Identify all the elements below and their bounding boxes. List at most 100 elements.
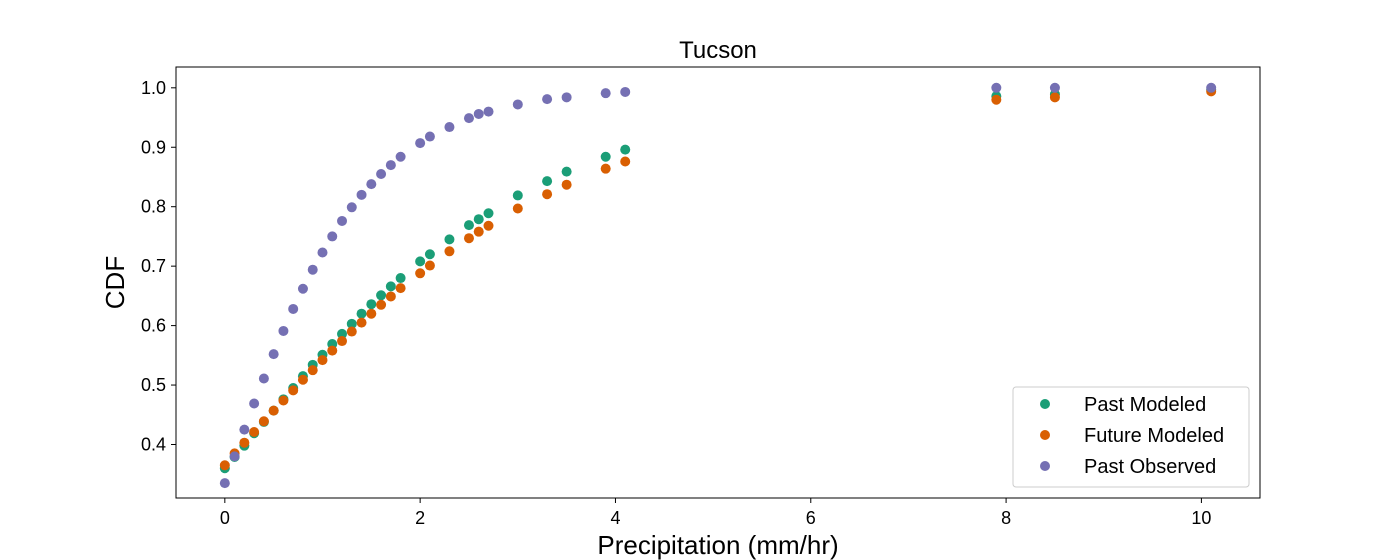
data-point (346, 326, 357, 337)
x-tick-label: 8 (1001, 508, 1011, 528)
data-point (288, 303, 299, 314)
data-point (561, 92, 572, 103)
data-point (463, 220, 474, 231)
x-tick-label: 4 (610, 508, 620, 528)
data-point (483, 106, 494, 117)
data-point (395, 151, 406, 162)
data-point (483, 220, 494, 231)
plot-frame (175, 66, 1261, 499)
legend-marker (1040, 430, 1050, 440)
data-point (620, 156, 631, 167)
data-point (317, 355, 328, 366)
legend-entries: Past Modeled Future Modeled Past Observed (1040, 394, 1224, 478)
data-point (991, 82, 1002, 93)
data-point (307, 365, 318, 376)
data-point (473, 226, 484, 237)
data-point (991, 94, 1002, 105)
points-layer (219, 82, 1217, 489)
data-point (376, 299, 387, 310)
data-point (258, 373, 269, 384)
y-tick-label: 0.6 (141, 316, 166, 336)
data-point (463, 113, 474, 124)
x-tick-label: 10 (1191, 508, 1211, 528)
y-tick-label: 0.5 (141, 375, 166, 395)
y-tick-label: 0.9 (141, 137, 166, 157)
y-axis-label: CDF (100, 256, 130, 309)
series-future-modeled (219, 86, 1217, 471)
data-point (483, 208, 494, 219)
x-tick-label: 6 (806, 508, 816, 528)
x-tick-label: 2 (415, 508, 425, 528)
data-point (444, 122, 455, 133)
data-point (229, 451, 240, 462)
legend-label: Future Modeled (1084, 425, 1224, 447)
data-point (512, 99, 523, 110)
data-point (297, 283, 308, 294)
data-point (356, 189, 367, 200)
data-point (512, 203, 523, 214)
legend-box (1012, 386, 1250, 488)
data-point (620, 144, 631, 155)
data-point (366, 308, 377, 319)
data-point (239, 437, 250, 448)
legend-marker (1040, 399, 1050, 409)
data-point (415, 268, 426, 279)
data-point (561, 166, 572, 177)
data-point (424, 131, 435, 142)
data-point (415, 138, 426, 149)
chart-title: Tucson (679, 37, 757, 64)
data-point (542, 94, 553, 105)
data-point (337, 215, 348, 226)
data-point (1049, 92, 1060, 103)
data-point (1049, 82, 1060, 93)
data-point (473, 108, 484, 119)
legend-marker (1040, 461, 1050, 471)
data-point (337, 328, 348, 339)
data-point (356, 317, 367, 328)
data-point (307, 264, 318, 275)
data-point (346, 202, 357, 213)
data-point (278, 325, 289, 336)
data-point (268, 349, 279, 360)
data-point (219, 478, 230, 489)
data-point (463, 233, 474, 244)
data-point (385, 281, 396, 292)
data-point (376, 169, 387, 180)
data-point (249, 398, 260, 409)
data-point (561, 179, 572, 190)
data-point (424, 249, 435, 260)
y-tick-label: 1.0 (141, 78, 166, 98)
data-point (239, 424, 250, 435)
data-point (337, 336, 348, 347)
legend-label: Past Observed (1084, 456, 1216, 478)
y-tick-label: 0.8 (141, 197, 166, 217)
data-point (327, 345, 338, 356)
data-point (512, 190, 523, 201)
data-point (415, 256, 426, 267)
data-point (600, 151, 611, 162)
data-point (258, 416, 269, 427)
data-point (278, 395, 289, 406)
data-point (346, 318, 357, 329)
data-point (395, 273, 406, 284)
data-point (268, 405, 279, 416)
y-tick-label: 0.7 (141, 256, 166, 276)
legend: Past Modeled Future Modeled Past Observed (1012, 386, 1250, 488)
data-point (249, 427, 260, 438)
data-point (317, 247, 328, 258)
data-point (542, 176, 553, 187)
y-tick-label: 0.4 (141, 434, 166, 454)
data-point (1206, 82, 1217, 93)
data-point (376, 290, 387, 301)
data-point (473, 214, 484, 225)
data-point (366, 179, 377, 190)
data-point (385, 160, 396, 171)
data-point (395, 283, 406, 294)
data-point (366, 299, 377, 310)
data-point (288, 385, 299, 396)
legend-label: Past Modeled (1084, 394, 1206, 416)
ticks-layer: 0 2 4 6 8 10 0.4 0.5 0.6 0.7 0.8 0.9 1.0 (141, 78, 1211, 528)
data-point (444, 234, 455, 245)
data-point (600, 163, 611, 174)
